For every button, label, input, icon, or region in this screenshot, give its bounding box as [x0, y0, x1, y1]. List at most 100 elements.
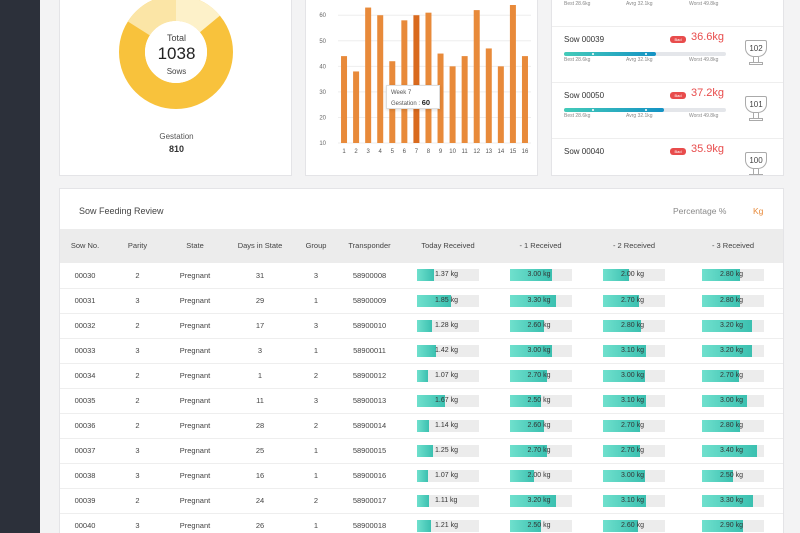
table-row[interactable]: 00039 2 Pregnant 24 2 58900017 1.11 kg 3.20 kg 3…	[60, 488, 783, 514]
y-tick-label: 10	[319, 141, 326, 147]
received-cell: 2.00 kg	[587, 263, 681, 289]
sow-name: Sow 00050	[564, 91, 605, 100]
column-header[interactable]: - 1 Received	[519, 241, 562, 250]
received-value: 2.60 kg	[527, 321, 551, 329]
table-row[interactable]: 00031 3 Pregnant 29 1 58900009 1.85 kg 3.30 kg 2…	[60, 288, 783, 314]
ranking-row[interactable]: Sow 00039 Bad 36.6kg Best 28.6kg Avrg 32.…	[552, 27, 783, 83]
received-bar-fill	[417, 269, 435, 282]
table-cell: 24	[225, 488, 295, 514]
received-value: 3.00 kg	[527, 271, 551, 279]
trophy-icon: 100	[745, 152, 767, 175]
received-value: 2.00 kg	[621, 271, 644, 279]
table-cell: 2	[295, 413, 337, 439]
received-value: 2.00 kg	[527, 471, 551, 479]
sow-state-donut-chart	[119, 0, 233, 109]
received-bar: 2.70 kg	[603, 419, 665, 432]
received-bar-fill	[417, 394, 445, 407]
table-cell: 28	[225, 413, 295, 439]
received-bar-fill	[417, 419, 430, 432]
received-bar-fill	[702, 469, 733, 482]
sow-name: Sow 00039	[564, 35, 605, 44]
table-cell: 00039	[60, 488, 110, 514]
column-header[interactable]: State	[186, 241, 204, 250]
x-tick-label: 5	[391, 149, 395, 155]
received-value: 1.25 kg	[435, 446, 458, 454]
bar	[521, 56, 528, 143]
received-bar: 3.00 kg	[603, 469, 665, 482]
received-cell: 3.30 kg	[494, 288, 587, 314]
received-cell: 2.60 kg	[494, 313, 587, 339]
table-cell: 58900017	[337, 488, 402, 514]
percentage-toggle[interactable]: Percentage %	[673, 206, 727, 216]
table-cell: 1	[295, 463, 337, 489]
ranking-row-partial[interactable]: Best 28.6kg Avrg 32.1kg Worst 49.8kg	[552, 0, 783, 27]
received-cell: 2.90 kg	[681, 513, 783, 533]
bar	[377, 15, 384, 143]
received-cell: 1.28 kg	[402, 313, 494, 339]
received-bar: 2.60 kg	[603, 519, 665, 532]
received-cell: 3.00 kg	[494, 263, 587, 289]
table-cell: 58900013	[337, 388, 402, 414]
received-cell: 2.80 kg	[587, 313, 681, 339]
column-header[interactable]: Group	[305, 241, 327, 250]
gestation-value: 810	[168, 144, 185, 154]
ranking-row[interactable]: Sow 00040 Bad 35.9kg 100	[552, 139, 783, 175]
received-value: 2.80 kg	[621, 321, 644, 329]
table-cell: 3	[295, 263, 337, 289]
table-row[interactable]: 00038 3 Pregnant 16 1 58900016 1.07 kg 2.00 kg 3…	[60, 463, 783, 489]
received-bar-fill	[603, 269, 630, 282]
table-row[interactable]: 00030 2 Pregnant 31 3 58900008 1.37 kg 3.00 kg 2…	[60, 263, 783, 289]
table-cell: 2	[110, 488, 165, 514]
received-bar: 2.70 kg	[603, 294, 665, 307]
x-tick-label: 10	[449, 149, 456, 155]
table-cell: 58900015	[337, 438, 402, 464]
column-header[interactable]: - 3 Received	[711, 241, 755, 250]
ranking-row[interactable]: Sow 00050 Bad 37.2kg Best 28.6kg Avrg 32.…	[552, 83, 783, 139]
gestation-label: Gestation	[159, 132, 194, 141]
received-cell: 3.00 kg	[587, 363, 681, 389]
table-cell: 2	[110, 363, 165, 389]
received-bar: 3.10 kg	[603, 344, 665, 357]
table-row[interactable]: 00040 3 Pregnant 26 1 58900018 1.21 kg 2.50 kg 2…	[60, 513, 783, 533]
table-row[interactable]: 00032 2 Pregnant 17 3 58900010 1.28 kg 2.60 kg 2…	[60, 313, 783, 339]
table-cell: 58900010	[337, 313, 402, 339]
received-bar-fill	[417, 494, 430, 507]
received-bar-fill	[702, 394, 747, 407]
column-header[interactable]: Transponder	[348, 241, 391, 250]
bar	[473, 10, 480, 143]
table-cell: 58900016	[337, 463, 402, 489]
received-bar-fill	[417, 319, 432, 332]
column-header[interactable]: Today Received	[421, 241, 475, 250]
column-header[interactable]: - 2 Received	[612, 241, 656, 250]
table-row[interactable]: 00037 3 Pregnant 25 1 58900015 1.25 kg 2.70 kg 2…	[60, 438, 783, 464]
table-row[interactable]: 00034 2 Pregnant 1 2 58900012 1.07 kg 2.70 kg 3.…	[60, 363, 783, 389]
received-bar-fill	[702, 419, 741, 432]
column-header[interactable]: Sow No.	[70, 241, 100, 250]
received-cell: 2.60 kg	[587, 513, 681, 533]
received-bar-fill	[603, 469, 646, 482]
donut-segment-other-2	[175, 0, 220, 33]
received-bar-fill	[509, 469, 535, 482]
kg-toggle[interactable]: Kg	[753, 206, 764, 216]
received-bar: 3.30 kg	[702, 494, 764, 507]
received-cell: 2.70 kg	[494, 363, 587, 389]
received-bar-fill	[702, 294, 741, 307]
column-header[interactable]: Days in State	[237, 241, 283, 250]
column-header[interactable]: Parity	[127, 241, 148, 250]
bar	[449, 66, 456, 143]
table-row[interactable]: 00036 2 Pregnant 28 2 58900014 1.14 kg 2.60 kg 2…	[60, 413, 783, 439]
y-tick-label: 60	[319, 13, 326, 19]
received-value: 1.67 kg	[435, 396, 458, 404]
received-value: 3.20 kg	[720, 321, 743, 329]
bar	[365, 7, 372, 143]
received-bar-fill	[603, 294, 639, 307]
rank-number: 101	[745, 96, 767, 113]
trophy-icon: 101	[745, 96, 767, 126]
received-cell: 3.00 kg	[587, 463, 681, 489]
table-row[interactable]: 00033 3 Pregnant 3 1 58900011 1.42 kg 3.00 kg 3.…	[60, 338, 783, 364]
received-bar-fill	[702, 369, 740, 382]
table-cell: Pregnant	[165, 463, 225, 489]
received-value: 1.42 kg	[435, 346, 458, 354]
table-row[interactable]: 00035 2 Pregnant 11 3 58900013 1.67 kg 2.50 kg 3…	[60, 388, 783, 414]
table-cell: Pregnant	[165, 513, 225, 533]
